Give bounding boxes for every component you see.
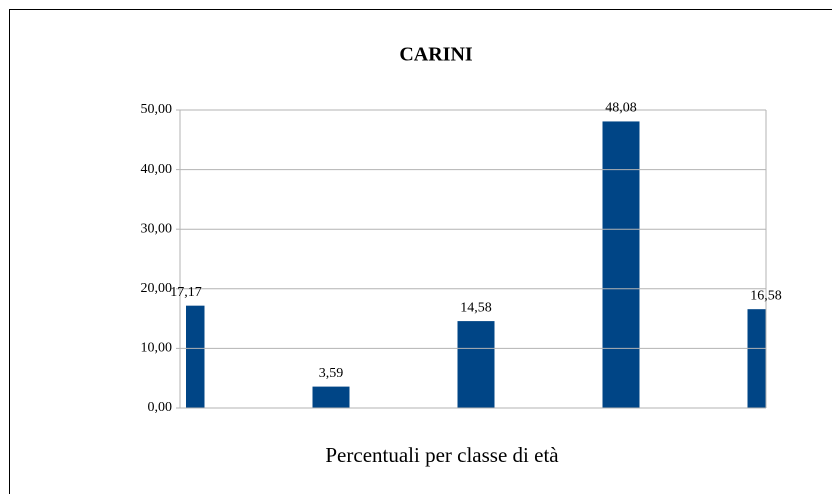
- x-axis-label: Percentuali per classe di età: [325, 443, 559, 467]
- bar: [457, 321, 495, 408]
- bar: [186, 305, 205, 408]
- y-tick-label: 0,00: [148, 400, 173, 415]
- bar: [312, 386, 350, 408]
- value-label: 14,58: [460, 300, 492, 315]
- value-label: 17,17: [170, 285, 202, 300]
- chart-frame: [9, 9, 832, 494]
- value-label: 48,08: [605, 101, 637, 116]
- bar: [602, 121, 640, 408]
- value-label: 16,58: [750, 288, 782, 303]
- y-tick-label: 20,00: [141, 281, 173, 296]
- y-tick-label: 40,00: [141, 162, 173, 177]
- chart-title: CARINI: [399, 44, 473, 66]
- bar: [747, 309, 766, 408]
- bars: [186, 121, 766, 408]
- y-tick-label: 10,00: [141, 341, 173, 356]
- value-label: 3,59: [319, 366, 344, 381]
- y-tick-label: 50,00: [141, 102, 173, 117]
- y-tick-label: 30,00: [141, 221, 173, 236]
